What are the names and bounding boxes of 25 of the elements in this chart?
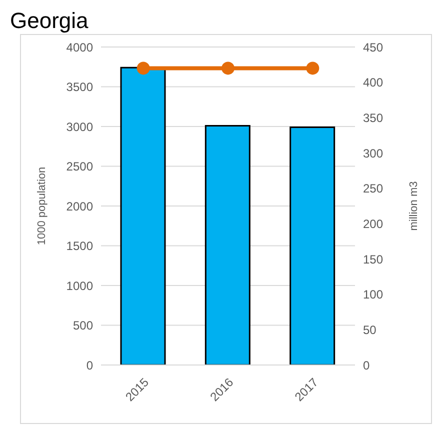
y2-tick-label: 400 bbox=[363, 76, 384, 90]
bar bbox=[290, 126, 336, 365]
y2-tick-label: 0 bbox=[363, 358, 370, 372]
y-tick-label: 1500 bbox=[66, 239, 94, 254]
y-tick-label: 2000 bbox=[66, 199, 94, 214]
y-tick-label: 2500 bbox=[66, 160, 94, 174]
y2-tick-label: 100 bbox=[363, 288, 384, 302]
y2-axis-title: million m3 bbox=[408, 181, 420, 231]
y-tick-label: 4000 bbox=[66, 40, 94, 54]
y2-tick-label: 350 bbox=[363, 110, 384, 125]
chart-title: Georgia bbox=[10, 8, 90, 34]
y2-tick-label: 150 bbox=[363, 252, 384, 266]
y2-tick-label: 200 bbox=[363, 216, 384, 231]
bar bbox=[120, 66, 166, 365]
y2-tick-label: 50 bbox=[363, 322, 377, 337]
y-tick-label: 3500 bbox=[66, 80, 94, 94]
y2-tick-label: 250 bbox=[363, 182, 384, 196]
bar bbox=[204, 124, 250, 365]
y-tick-label: 500 bbox=[72, 318, 94, 333]
y-axis-title: 1000 population bbox=[36, 166, 48, 246]
y-tick-label: 0 bbox=[86, 358, 94, 372]
y2-tick-label: 300 bbox=[363, 146, 384, 160]
y-tick-label: 1000 bbox=[66, 278, 94, 293]
y2-tick-label: 450 bbox=[363, 40, 384, 54]
y-tick-label: 3000 bbox=[66, 120, 94, 134]
